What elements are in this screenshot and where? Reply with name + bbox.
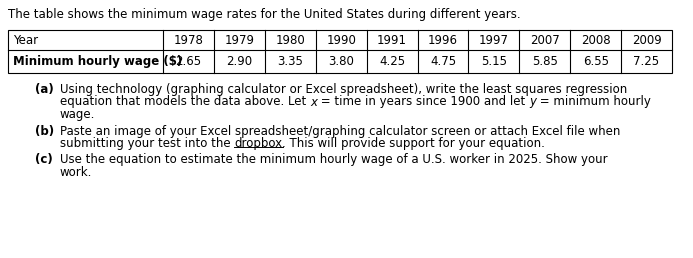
Text: 5.15: 5.15 xyxy=(481,55,507,68)
Text: 1978: 1978 xyxy=(173,34,203,46)
Text: 6.55: 6.55 xyxy=(583,55,608,68)
Text: (a): (a) xyxy=(35,83,54,96)
Text: 2.90: 2.90 xyxy=(227,55,252,68)
Text: 2007: 2007 xyxy=(530,34,560,46)
Text: 2008: 2008 xyxy=(581,34,611,46)
Text: 1990: 1990 xyxy=(326,34,356,46)
Text: 3.80: 3.80 xyxy=(328,55,354,68)
Text: (c): (c) xyxy=(35,154,53,166)
Text: 3.35: 3.35 xyxy=(277,55,304,68)
Text: wage.: wage. xyxy=(60,108,96,121)
Text: Year: Year xyxy=(13,34,38,46)
Text: 1991: 1991 xyxy=(377,34,407,46)
Text: . This will provide support for your equation.: . This will provide support for your equ… xyxy=(283,137,545,150)
Text: Minimum hourly wage ($): Minimum hourly wage ($) xyxy=(13,55,182,68)
Text: 1979: 1979 xyxy=(225,34,254,46)
Text: 1980: 1980 xyxy=(275,34,305,46)
Text: 1996: 1996 xyxy=(428,34,458,46)
Text: = minimum hourly: = minimum hourly xyxy=(536,95,651,109)
Text: 7.25: 7.25 xyxy=(633,55,660,68)
Text: x: x xyxy=(310,95,317,109)
Text: submitting your test into the: submitting your test into the xyxy=(60,137,234,150)
Text: 1997: 1997 xyxy=(479,34,509,46)
Text: y: y xyxy=(529,95,536,109)
Bar xyxy=(8,30,672,73)
Text: dropbox: dropbox xyxy=(234,137,283,150)
Text: Using technology (graphing calculator or Excel spreadsheet), write the least squ: Using technology (graphing calculator or… xyxy=(60,83,627,96)
Text: = time in years since 1900 and let: = time in years since 1900 and let xyxy=(317,95,529,109)
Text: (b): (b) xyxy=(35,125,54,138)
Text: 4.75: 4.75 xyxy=(430,55,456,68)
Text: 2009: 2009 xyxy=(632,34,661,46)
Text: Paste an image of your Excel spreadsheet/graphing calculator screen or attach Ex: Paste an image of your Excel spreadsheet… xyxy=(60,125,620,138)
Text: 4.25: 4.25 xyxy=(379,55,405,68)
Text: The table shows the minimum wage rates for the United States during different ye: The table shows the minimum wage rates f… xyxy=(8,8,520,21)
Text: 2.65: 2.65 xyxy=(175,55,202,68)
Text: 5.85: 5.85 xyxy=(532,55,558,68)
Text: Use the equation to estimate the minimum hourly wage of a U.S. worker in 2025. S: Use the equation to estimate the minimum… xyxy=(60,154,608,166)
Text: work.: work. xyxy=(60,166,92,179)
Text: equation that models the data above. Let: equation that models the data above. Let xyxy=(60,95,310,109)
